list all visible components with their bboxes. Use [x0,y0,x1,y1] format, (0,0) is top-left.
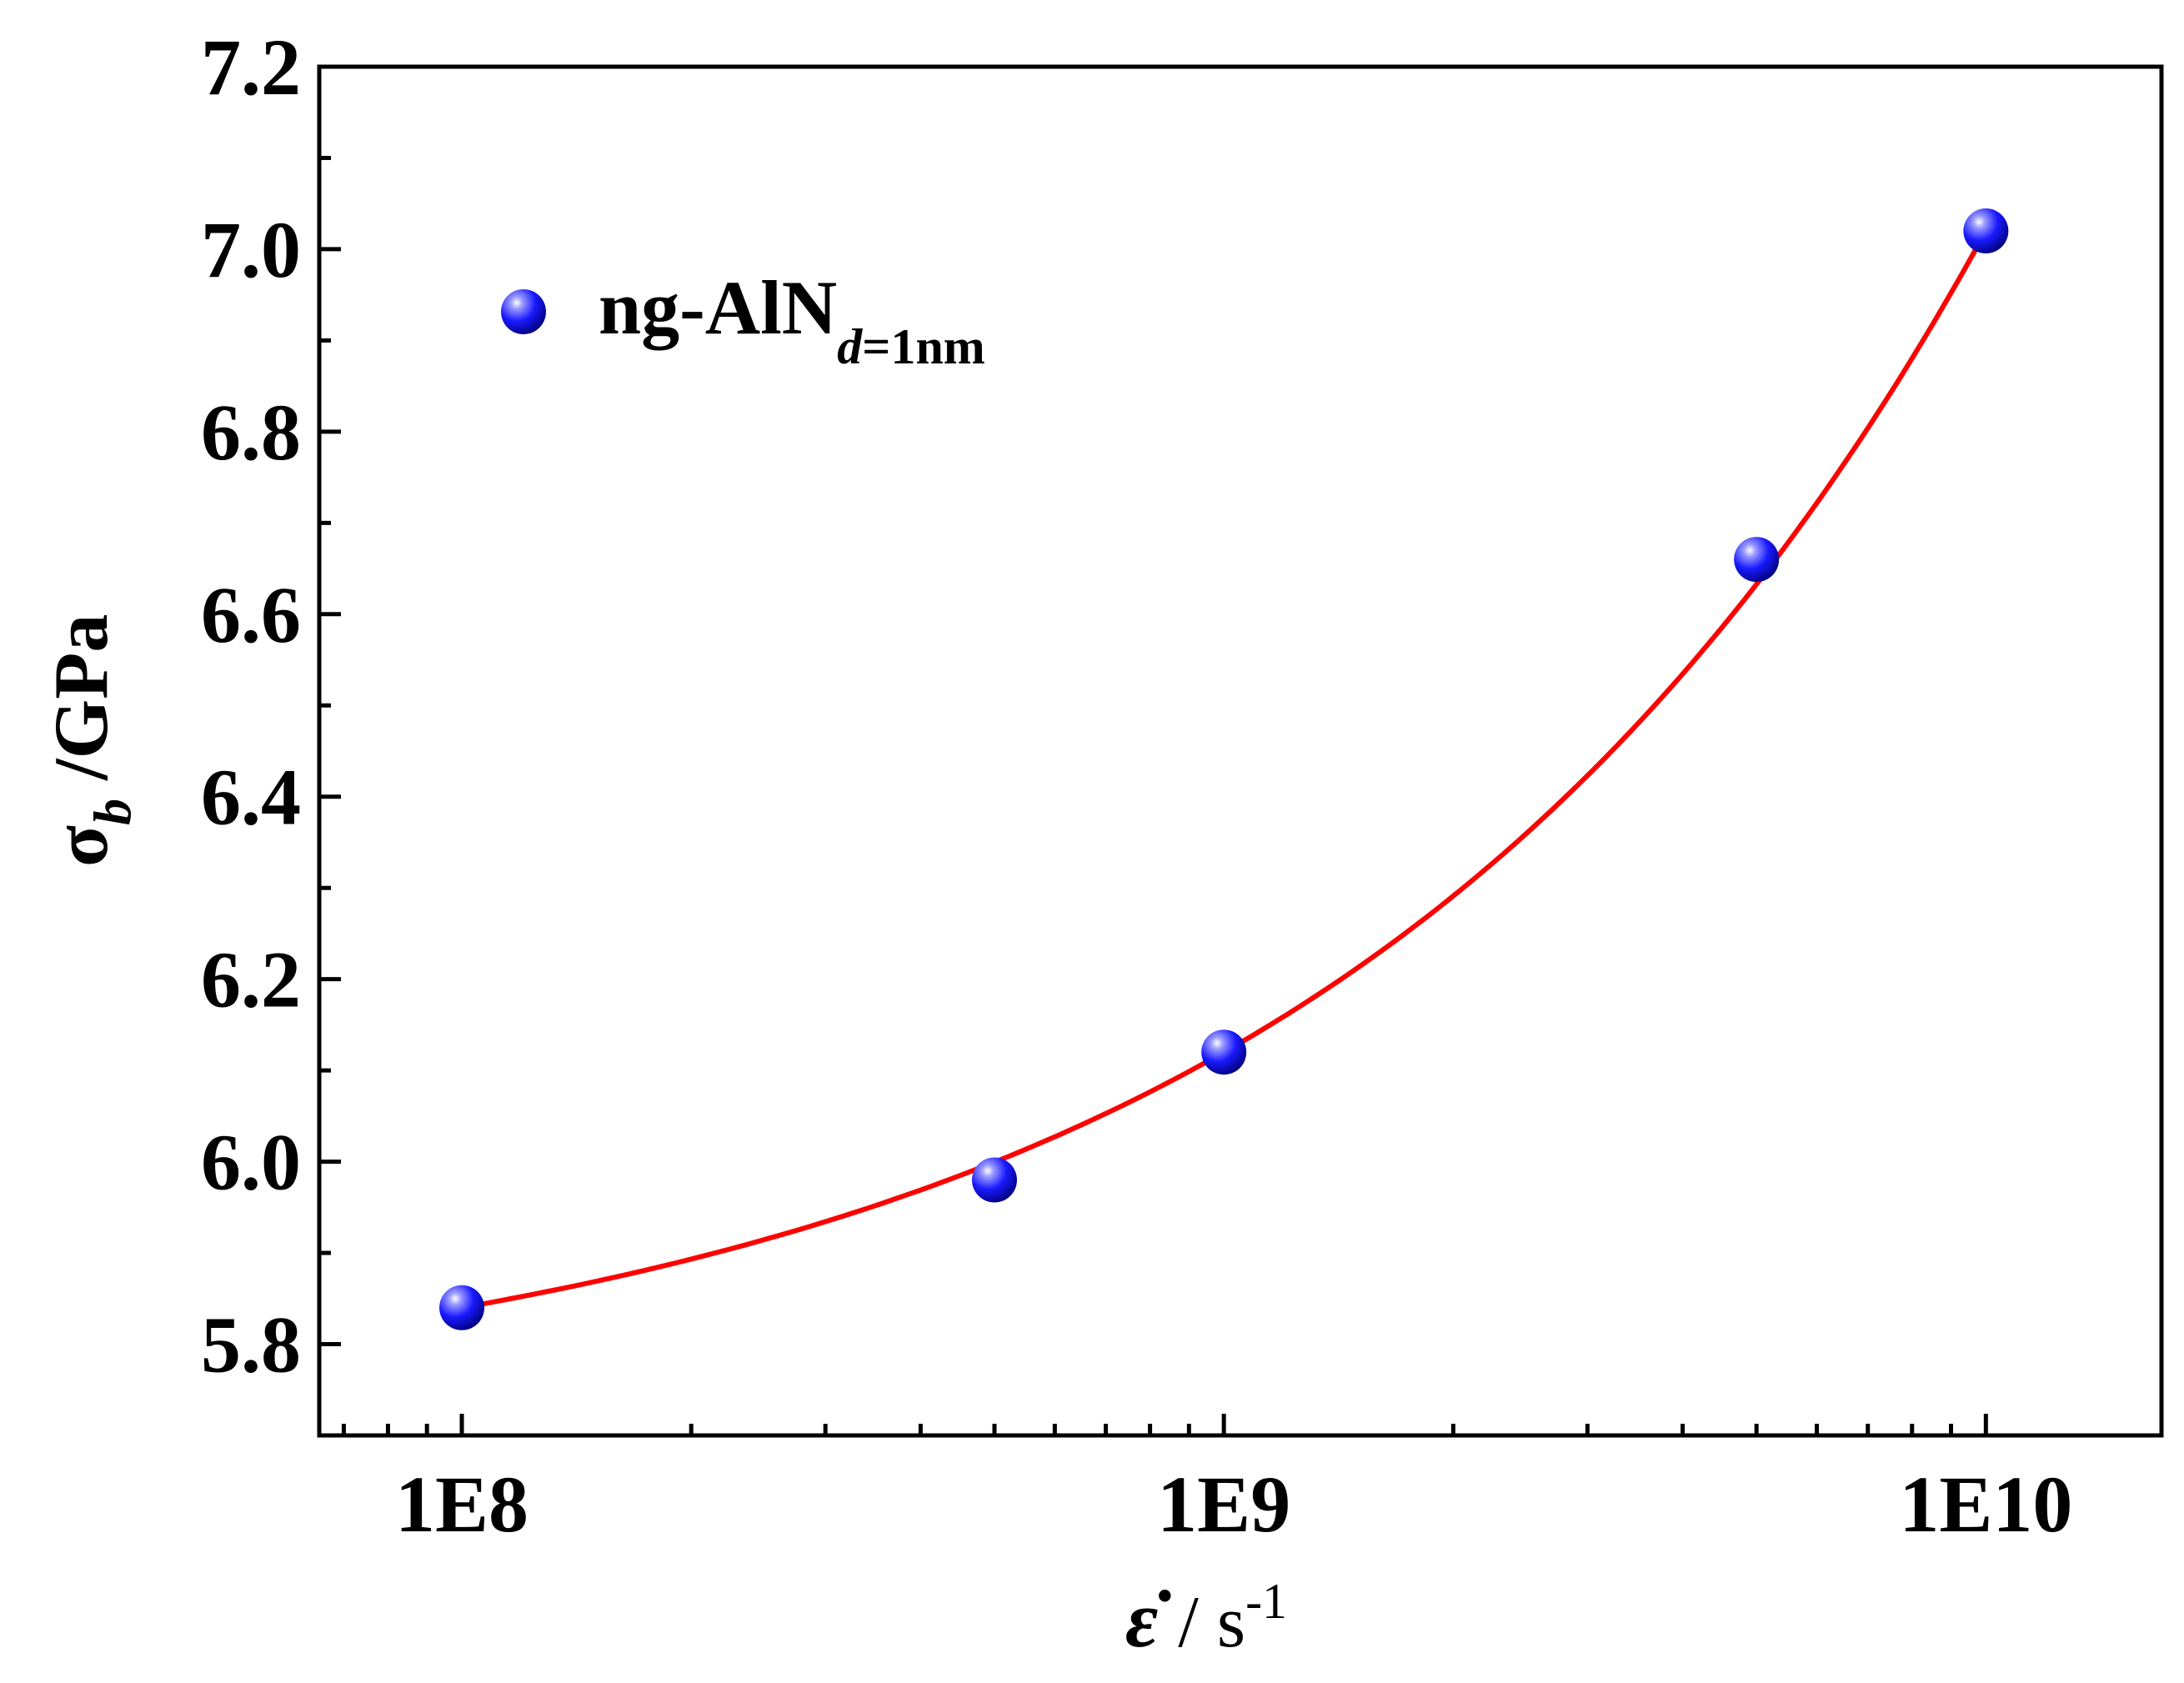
x-axis-title: ε̇ / s-1 [1125,1574,1287,1664]
svg-text:ng-AlNd=1nm: ng-AlNd=1nm [599,265,985,374]
x-title-unit: / s [1178,1582,1245,1663]
y-axis-ticks [319,64,341,1438]
x-axis-ticks [341,1414,1988,1435]
fit-curve [461,229,1988,1310]
y-tick-label: 5.8 [201,1300,301,1390]
x-axis-tick-labels: 1E8 1E9 1E10 [395,1460,2072,1549]
y-axis-title: σb/GPa [38,614,142,867]
legend-label: ng-AlN [599,265,837,350]
x-tick-label: 1E9 [1157,1460,1290,1549]
svg-text:ε̇/ s-1: ε̇ / s-1 [1125,1574,1287,1664]
data-points [439,208,2009,1330]
y-tick-label: 7.2 [201,23,301,112]
y-title-sub: b [83,799,142,825]
data-point [971,1157,1017,1203]
data-point [439,1285,485,1330]
x-title-sup: -1 [1245,1574,1287,1629]
data-point [1963,208,2009,254]
x-tick-label: 1E8 [395,1460,528,1549]
plot-frame [317,64,2164,1438]
data-point [1201,1029,1247,1075]
y-tick-label: 6.6 [201,570,301,659]
svg-text:σb/GPa: σb/GPa [38,614,142,867]
legend: ng-AlNd=1nm [501,265,985,374]
x-title-symbol: ε̇ [1125,1575,1171,1664]
legend-sub-rest: =1nm [862,319,985,374]
y-tick-label: 6.2 [201,935,301,1024]
y-axis-tick-labels: 5.8 6.0 6.2 6.4 6.6 6.8 7.0 7.2 [201,23,301,1390]
y-tick-label: 6.4 [201,753,301,842]
y-title-unit: /GPa [38,614,123,781]
y-tick-label: 6.8 [201,388,301,477]
y-tick-label: 6.0 [201,1118,301,1207]
data-point [1734,537,1780,583]
legend-marker [501,289,546,334]
y-tick-label: 7.0 [201,205,301,294]
legend-sub-italic: d [837,319,863,374]
y-title-symbol: σ [38,825,123,867]
x-tick-label: 1E10 [1899,1460,2072,1549]
